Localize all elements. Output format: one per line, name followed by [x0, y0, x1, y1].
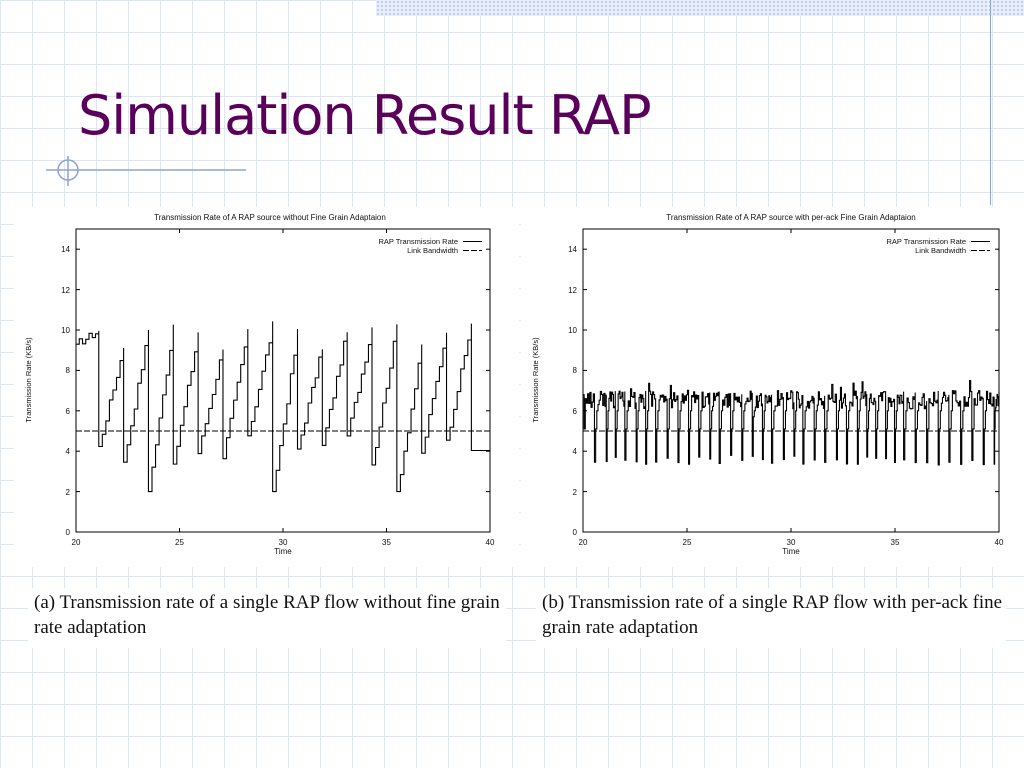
y-tick-label: 6 [66, 407, 71, 416]
legend-label-link: Link Bandwidth [915, 246, 966, 255]
y-tick-label: 12 [61, 286, 70, 295]
y-tick-label: 8 [66, 366, 71, 375]
y-tick-label: 4 [66, 447, 71, 456]
caption-a: (a) Transmission rate of a single RAP fl… [34, 592, 500, 638]
y-axis: 0 2 4 6 8 10 12 14 Transmission Rate (KB… [531, 245, 578, 537]
x-axis-label: Time [782, 547, 800, 556]
x-axis-label: Time [274, 547, 292, 556]
y-tick-label: 14 [61, 245, 70, 254]
y-axis: 0 2 4 6 8 10 12 14 Transmission Rate (KB… [24, 245, 71, 537]
chart-title: Transmission Rate of A RAP source withou… [154, 213, 386, 222]
y-tick-label: 12 [568, 286, 577, 295]
series-rap-transmission-rate [583, 379, 1000, 466]
y-tick-label: 10 [568, 326, 577, 335]
chart-a: Transmission Rate of A RAP source withou… [24, 213, 495, 556]
y-tick-label: 0 [573, 528, 578, 537]
series-rap-transmission-rate [76, 321, 490, 493]
y-tick-label: 8 [573, 366, 578, 375]
legend-label-link: Link Bandwidth [407, 246, 458, 255]
chart-b: Transmission Rate of A RAP source with p… [531, 213, 1004, 556]
y-tick-label: 10 [61, 326, 70, 335]
x-tick-label: 30 [787, 538, 796, 547]
chart-legend: RAP Transmission Rate Link Bandwidth [379, 237, 482, 255]
legend-label-rap: RAP Transmission Rate [887, 237, 966, 246]
series-layer [582, 229, 1000, 533]
x-tick-label: 20 [72, 538, 81, 547]
plot-frame [75, 228, 491, 533]
crosshair-decoration [46, 156, 246, 186]
caption-a-box: (a) Transmission rate of a single RAP fl… [28, 588, 506, 648]
chart-legend: RAP Transmission Rate Link Bandwidth [887, 237, 990, 255]
chart-panel-b: Transmission Rate of A RAP source with p… [521, 207, 1024, 567]
y-tick-label: 4 [573, 447, 578, 456]
x-axis: 20 25 30 35 40 Time [579, 538, 1004, 556]
series-layer [75, 229, 491, 533]
x-axis: 20 25 30 35 40 Time [72, 538, 495, 556]
caption-b-box: (b) Transmission rate of a single RAP fl… [536, 588, 1006, 648]
y-axis-label: Transmission Rate (KB/s) [24, 337, 33, 423]
decorative-vertical-line [990, 0, 991, 205]
plot-frame [582, 228, 1000, 533]
x-tick-label: 20 [579, 538, 588, 547]
x-tick-label: 40 [486, 538, 495, 547]
x-tick-label: 35 [891, 538, 900, 547]
header-pattern-band [376, 0, 1024, 16]
slide-title: Simulation Result RAP [78, 84, 652, 147]
x-tick-label: 25 [683, 538, 692, 547]
chart-title: Transmission Rate of A RAP source with p… [666, 213, 915, 222]
y-tick-label: 14 [568, 245, 577, 254]
y-tick-label: 6 [573, 407, 578, 416]
x-tick-label: 30 [279, 538, 288, 547]
y-tick-label: 0 [66, 528, 71, 537]
chart-panel-a: Transmission Rate of A RAP source withou… [14, 207, 519, 567]
y-axis-label: Transmission Rate (KB/s) [531, 337, 540, 423]
y-tick-label: 2 [573, 488, 578, 497]
y-tick-label: 2 [66, 488, 71, 497]
x-tick-label: 35 [382, 538, 391, 547]
caption-b: (b) Transmission rate of a single RAP fl… [542, 592, 1003, 638]
x-tick-label: 40 [995, 538, 1004, 547]
x-tick-label: 25 [175, 538, 184, 547]
legend-label-rap: RAP Transmission Rate [379, 237, 458, 246]
